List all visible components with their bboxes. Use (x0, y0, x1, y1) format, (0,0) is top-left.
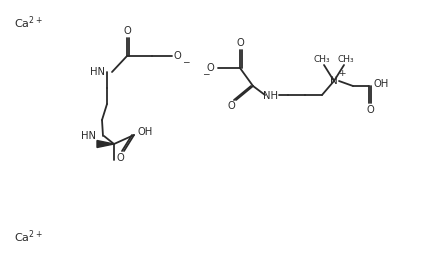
Polygon shape (97, 140, 114, 147)
Text: CH₃: CH₃ (314, 54, 330, 64)
Text: N: N (330, 76, 338, 86)
Text: OH: OH (374, 79, 389, 89)
Text: O: O (236, 38, 244, 48)
Text: O: O (123, 26, 131, 36)
Text: O: O (174, 51, 182, 61)
Text: NH: NH (264, 91, 279, 101)
Text: Ca$^{2+}$: Ca$^{2+}$ (14, 14, 43, 31)
Text: +: + (338, 69, 346, 79)
Text: −: − (202, 69, 210, 79)
Text: OH: OH (137, 127, 152, 137)
Text: HN: HN (81, 131, 96, 141)
Text: O: O (116, 153, 124, 163)
Text: CH₃: CH₃ (338, 54, 354, 64)
Text: O: O (227, 101, 235, 111)
Text: HN: HN (90, 67, 105, 77)
Text: −: − (182, 58, 190, 66)
Text: Ca$^{2+}$: Ca$^{2+}$ (14, 228, 43, 245)
Text: O: O (206, 63, 214, 73)
Text: O: O (366, 105, 374, 115)
